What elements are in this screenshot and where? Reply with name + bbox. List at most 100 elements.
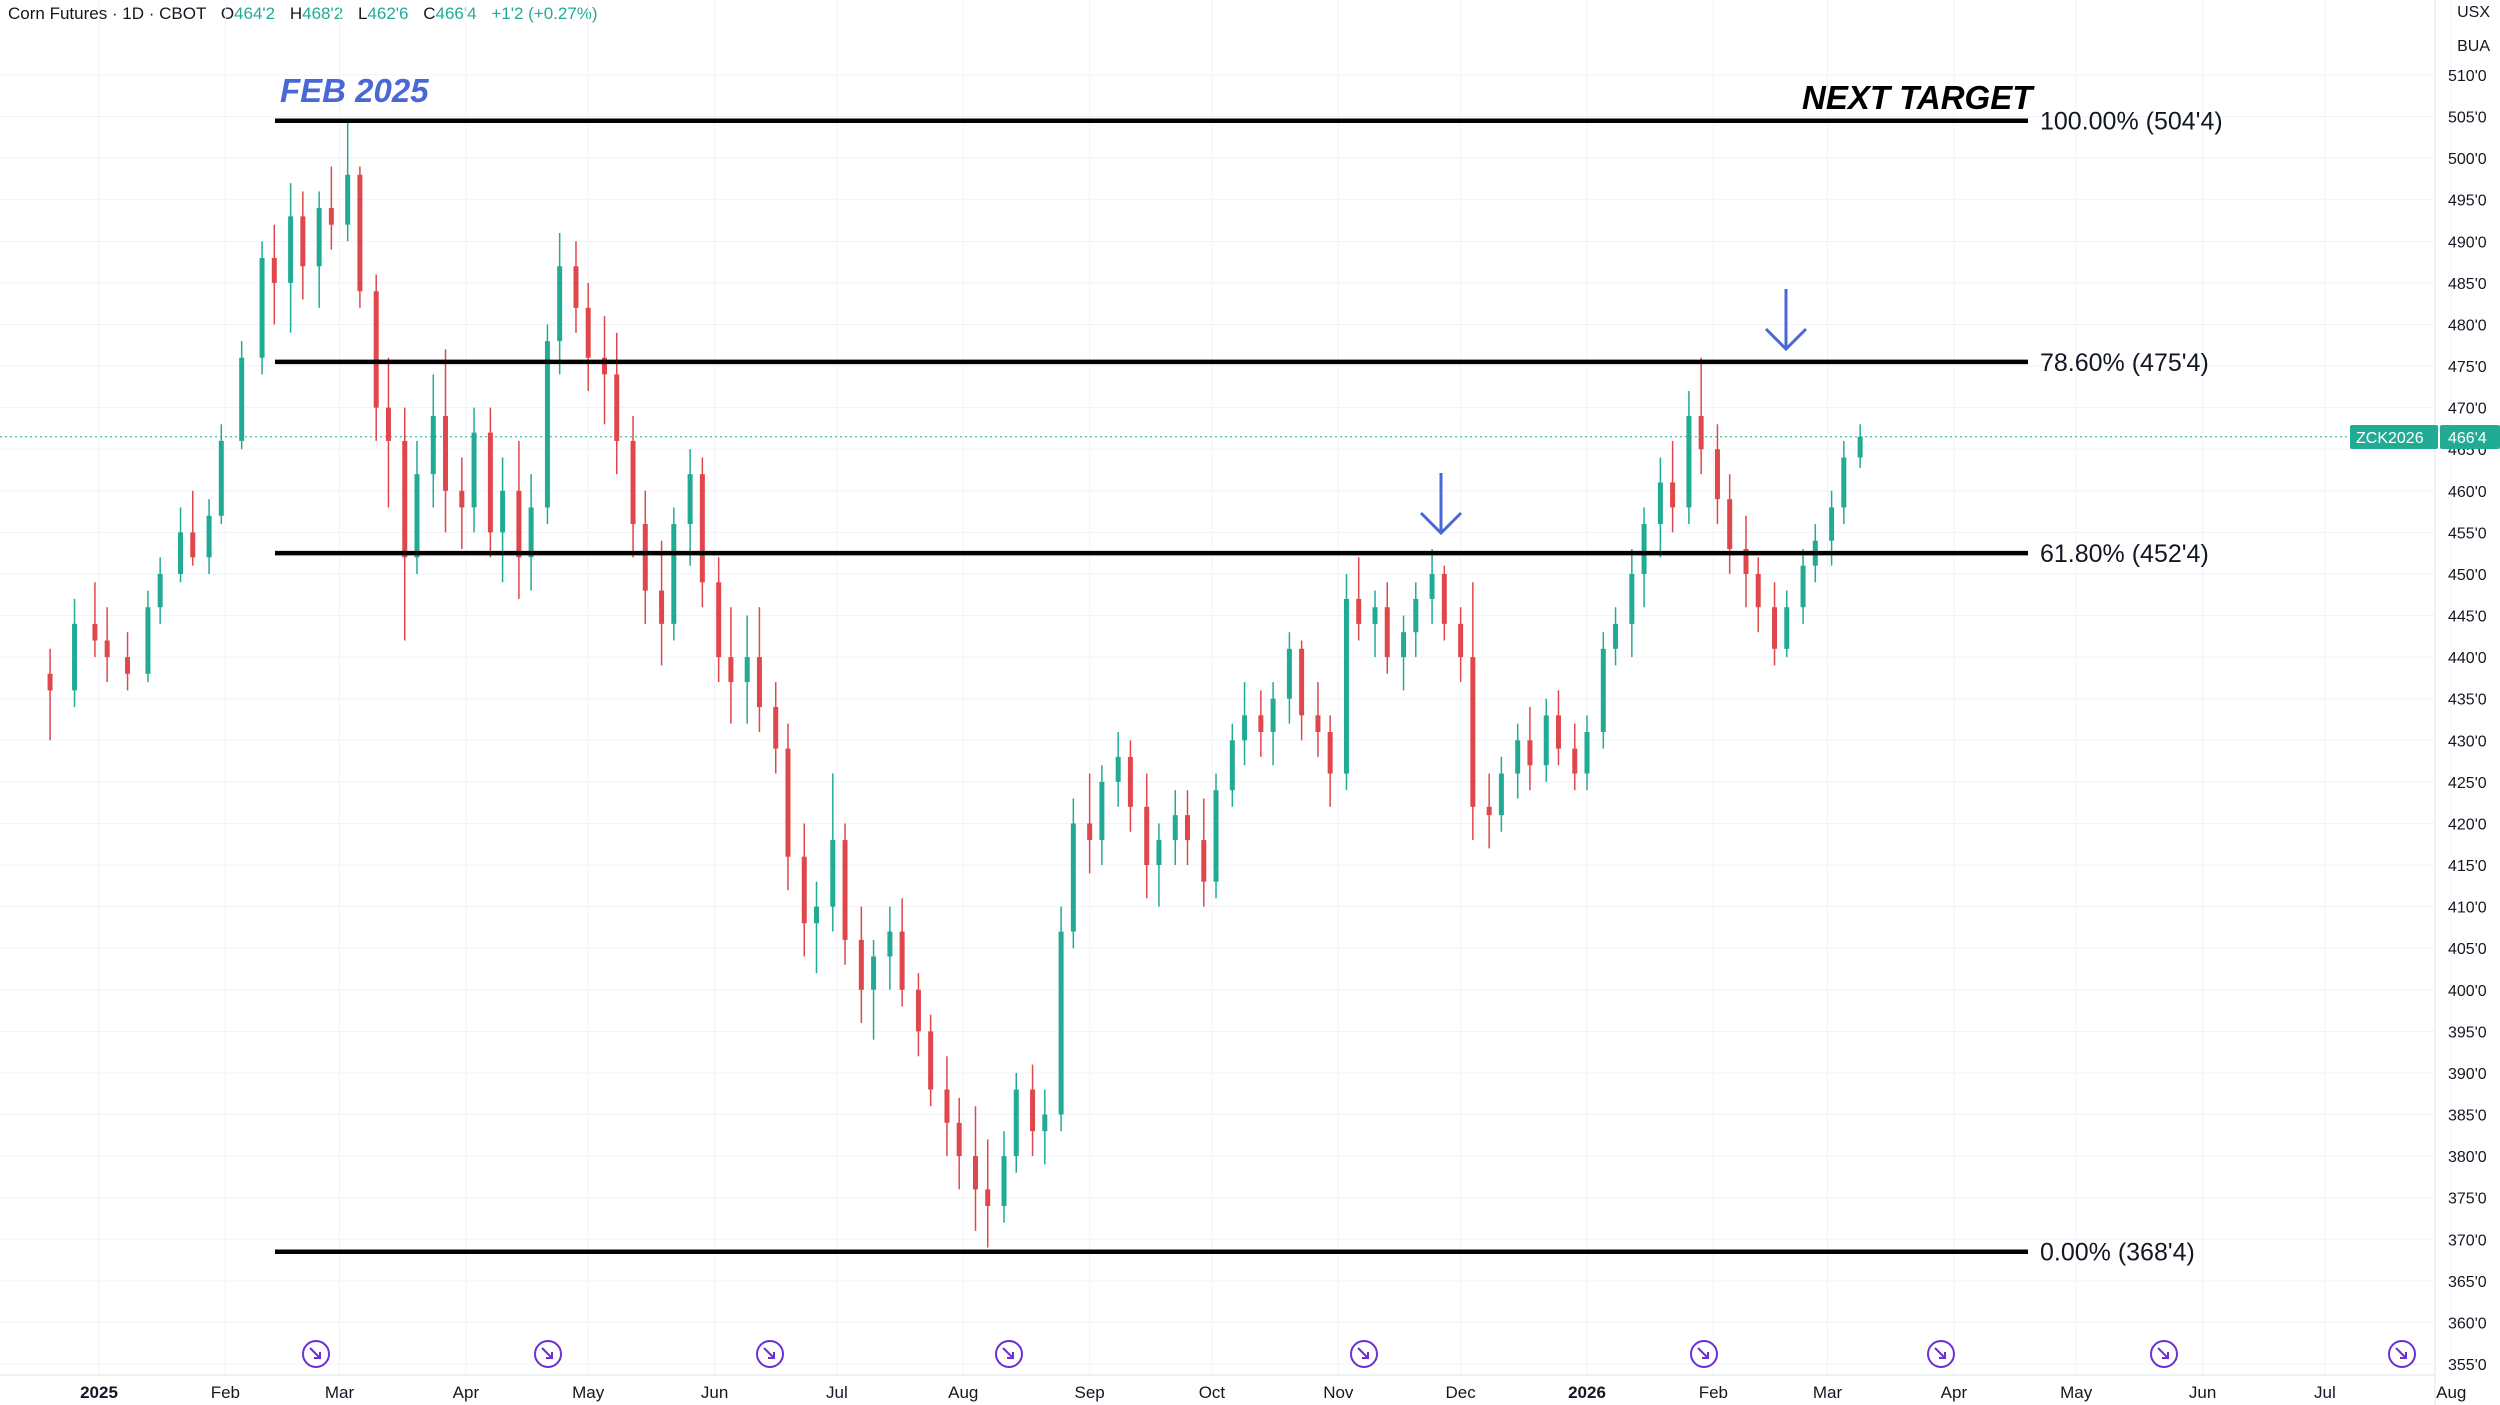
fib-level-label: 78.60% (475'4) [2040, 349, 2209, 377]
candle-body [915, 989, 921, 1032]
event-marker-icon[interactable] [1350, 1340, 1378, 1368]
y-axis[interactable]: 510'0 505'0 500'0 495'0 490'0 485'0 480'0 475'0… [2434, 0, 2487, 1405]
event-marker-icon[interactable] [534, 1340, 562, 1368]
measure-unit[interactable]: BUA [2457, 38, 2490, 55]
y-tick-label: 455'0 [2448, 525, 2487, 542]
y-tick-label: 440'0 [2448, 650, 2487, 667]
currency-unit[interactable]: USX [2457, 4, 2490, 21]
candle-body [206, 515, 212, 558]
candle-body [858, 939, 864, 990]
candle-body [687, 474, 693, 525]
x-tick-label: Nov [1323, 1383, 1354, 1402]
candle-body [1543, 715, 1549, 766]
down-arrow-icon [1764, 289, 1808, 352]
event-marker-icon[interactable] [2388, 1340, 2416, 1368]
x-axis[interactable]: 2025 Feb Mar Apr May Jun Jul Aug Sep Oct Nov Dec 202… [0, 1374, 2500, 1402]
x-tick-label: Aug [948, 1383, 978, 1402]
annotation-next-target: NEXT TARGET [1802, 79, 2035, 116]
candle-body [1001, 1156, 1007, 1206]
candle-body [328, 208, 334, 225]
y-tick-label: 395'0 [2448, 1024, 2487, 1041]
x-tick-label: Jun [701, 1383, 728, 1402]
candle-body [544, 341, 550, 508]
event-marker-icon[interactable] [2150, 1340, 2178, 1368]
candle-body [671, 524, 677, 624]
candle-body [1356, 598, 1362, 624]
x-tick-label: Jun [2189, 1383, 2216, 1402]
x-tick-label: 2026 [1568, 1383, 1606, 1402]
y-tick-label: 475'0 [2448, 359, 2487, 376]
candle-body [288, 216, 294, 283]
candles [47, 120, 1863, 1248]
y-tick-label: 485'0 [2448, 276, 2487, 293]
x-tick-label: Apr [1941, 1383, 1968, 1402]
y-tick-label: 365'0 [2448, 1274, 2487, 1291]
x-tick-label: Feb [211, 1383, 240, 1402]
candle-body [1286, 648, 1292, 699]
candle-body [1058, 931, 1064, 1115]
x-tick-label: Dec [1446, 1383, 1477, 1402]
event-marker-icon[interactable] [756, 1340, 784, 1368]
x-tick-label: Mar [1813, 1383, 1843, 1402]
event-marker-icon[interactable] [1927, 1340, 1955, 1368]
candle-body [785, 748, 791, 857]
candle-body [659, 590, 665, 624]
candle-body [1527, 740, 1533, 766]
y-tick-label: 400'0 [2448, 983, 2487, 1000]
y-tick-label: 415'0 [2448, 858, 2487, 875]
candle-body [585, 307, 591, 358]
price-tag-price: 466'4 [2448, 430, 2487, 447]
event-markers[interactable] [302, 1340, 2416, 1368]
y-tick-label: 405'0 [2448, 941, 2487, 958]
candle-body [1755, 573, 1761, 608]
candle-body [1070, 823, 1076, 932]
candle-body [1229, 740, 1235, 791]
candle-body [1115, 756, 1121, 782]
candle-body [972, 1156, 978, 1190]
candle-body [373, 291, 379, 408]
y-tick-label: 410'0 [2448, 900, 2487, 917]
candle-body [157, 573, 163, 608]
x-tick-label: 2025 [80, 1383, 118, 1402]
y-tick-label: 355'0 [2448, 1357, 2487, 1374]
y-tick-label: 420'0 [2448, 816, 2487, 833]
event-marker-icon[interactable] [302, 1340, 330, 1368]
candle-body [944, 1089, 950, 1123]
candle-body [1613, 623, 1619, 649]
candle-body [871, 956, 877, 990]
x-tick-label: Mar [325, 1383, 355, 1402]
y-tick-label: 425'0 [2448, 775, 2487, 792]
x-tick-label: Jul [826, 1383, 848, 1402]
x-tick-label: Jul [2314, 1383, 2336, 1402]
candle-body [801, 856, 807, 924]
event-marker-icon[interactable] [1690, 1340, 1718, 1368]
event-marker-icon[interactable] [995, 1340, 1023, 1368]
last-price-tag: ZCK2026 466'4 [2350, 425, 2500, 449]
open-label: O [220, 4, 235, 23]
low-value: 462'6 [367, 4, 409, 23]
y-tick-label: 450'0 [2448, 567, 2487, 584]
candle-body [1315, 715, 1321, 732]
candle-body [1401, 632, 1407, 658]
close-label: C [423, 4, 436, 23]
candle-body [385, 407, 391, 441]
candle-body [528, 507, 534, 558]
candle-body [1144, 806, 1150, 866]
fib-retracement[interactable]: 100.00% (504'4) 78.60% (475'4) 61.80% (452… [275, 108, 2223, 1267]
candle-body [699, 474, 705, 583]
fib-level-label: 61.80% (452'4) [2040, 540, 2209, 568]
candle-body [1498, 773, 1504, 816]
y-tick-label: 380'0 [2448, 1149, 2487, 1166]
candle-body [1829, 507, 1835, 541]
candle-body [459, 490, 465, 508]
annotation-feb-2025: FEB 2025 [280, 72, 429, 109]
x-tick-label: Oct [1199, 1383, 1226, 1402]
y-tick-label: 495'0 [2448, 193, 2487, 210]
candle-body [1087, 823, 1093, 841]
candle-body [1572, 748, 1578, 774]
candle-body [1458, 623, 1464, 658]
candle-body [1784, 607, 1790, 649]
candle-body [72, 623, 78, 691]
candle-body [1013, 1089, 1019, 1157]
